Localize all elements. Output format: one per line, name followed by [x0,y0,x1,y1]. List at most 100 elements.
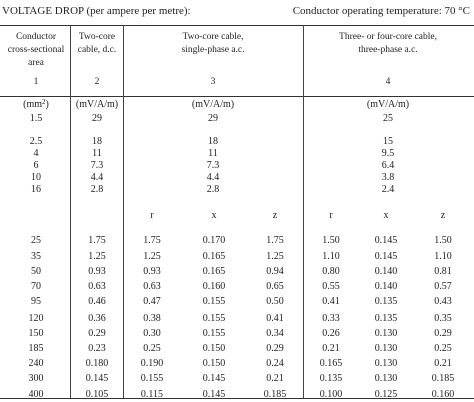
z1-cell: 0.21 [266,373,284,384]
r2-cell: 0.135 [319,373,343,384]
x1-cell: 0.145 [202,389,226,400]
x2-cell: 0.135 [374,296,398,307]
x1-cell: 0.165 [202,251,226,262]
z2-cell: 0.57 [434,281,452,292]
z2-cell: 0.185 [431,373,455,384]
x1-cell: 0.165 [202,266,226,277]
x2-cell: 0.135 [374,313,398,324]
bottom-rule [0,398,474,399]
dc-cell: 7.3 [90,160,104,171]
subheader-x2: x [383,210,389,221]
z1-cell: 1.75 [266,235,284,246]
r1-cell: 0.155 [140,373,164,384]
z1-cell: 0.185 [263,389,287,400]
dc-cell: 0.23 [88,343,106,354]
subheader-z1: z [272,210,278,221]
area-cell: 70 [31,281,41,292]
dc-cell: 11 [92,148,102,159]
column-divider-1 [70,25,71,398]
dc-cell: 0.180 [85,358,109,369]
r2-cell: 0.80 [322,266,340,277]
z2-cell: 1.10 [434,251,452,262]
z1-cell: 0.24 [266,358,284,369]
x2-cell: 0.130 [374,343,398,354]
area-cell: 185 [28,343,44,354]
r1-cell: 0.115 [140,389,164,400]
header-rule [0,96,474,97]
unit-area-base: (mm [23,99,43,110]
dc-cell: 4.4 [90,172,104,183]
r2-cell: 0.165 [319,358,343,369]
area-cell: 1.5 [29,113,43,124]
area-cell: 240 [28,358,44,369]
area-cell: 400 [28,389,44,400]
z1-cell: 0.94 [266,266,284,277]
dc-cell: 0.63 [88,281,106,292]
r2-cell: 1.10 [322,251,340,262]
x1-cell: 0.145 [202,373,226,384]
area-cell: 25 [31,235,41,246]
area-cell: 300 [28,373,44,384]
single-phase-cell: 11 [208,148,218,159]
single-phase-cell: 18 [208,136,218,147]
three-phase-cell: 2.4 [381,184,395,195]
dc-cell: 18 [92,136,102,147]
dc-cell: 1.75 [88,235,106,246]
area-cell: 16 [31,184,41,195]
r1-cell: 0.47 [143,296,161,307]
r1-cell: 0.30 [143,328,161,339]
x2-cell: 0.145 [374,251,398,262]
z1-cell: 0.41 [266,313,284,324]
dc-cell: 0.93 [88,266,106,277]
area-cell: 6 [33,160,39,171]
r1-cell: 0.25 [143,343,161,354]
dc-cell: 0.145 [85,373,109,384]
column-number: 3 [210,77,216,87]
r1-cell: 0.63 [143,281,161,292]
unit-three-phase: (mV/A/m) [366,99,410,110]
r2-cell: 0.26 [322,328,340,339]
three-phase-cell: 9.5 [381,148,395,159]
column-header-line: three-phase a.c. [358,45,418,55]
operating-temperature: Conductor operating temperature: 70 °C [292,5,470,17]
three-phase-cell: 3.8 [381,172,395,183]
dc-cell: 29 [92,113,102,124]
x2-cell: 0.140 [374,281,398,292]
r1-cell: 1.25 [143,251,161,262]
column-header-line: single-phase a.c. [181,45,245,55]
column-header-line: cable, d.c. [77,45,117,55]
x1-cell: 0.150 [202,343,226,354]
r2-cell: 1.50 [322,235,340,246]
column-divider-2 [123,25,124,398]
z1-cell: 0.50 [266,296,284,307]
x1-cell: 0.155 [202,313,226,324]
z2-cell: 0.29 [434,328,452,339]
three-phase-cell: 6.4 [381,160,395,171]
column-header-line: Conductor [15,32,57,42]
three-phase-cell: 15 [383,136,393,147]
z1-cell: 1.25 [266,251,284,262]
column-number: 4 [385,77,391,87]
x2-cell: 0.125 [374,389,398,400]
r2-cell: 0.21 [322,343,340,354]
column-header-line: cross-sectional [7,45,65,55]
r2-cell: 0.41 [322,296,340,307]
unit-area-close: ) [45,99,49,110]
dc-cell: 1.25 [88,251,106,262]
z1-cell: 0.34 [266,328,284,339]
area-cell: 2.5 [29,136,43,147]
unit-dc: (mV/A/m) [75,99,119,110]
x1-cell: 0.155 [202,296,226,307]
x1-cell: 0.160 [202,281,226,292]
unit-area: (mm2) [23,98,49,110]
x2-cell: 0.140 [374,266,398,277]
x2-cell: 0.130 [374,358,398,369]
area-cell: 120 [28,313,44,324]
area-cell: 95 [31,296,41,307]
dc-cell: 2.8 [90,184,104,195]
unit-area-superscript: 2 [42,98,46,106]
top-rule [0,25,474,26]
column-number: 1 [33,77,39,87]
x1-cell: 0.170 [202,235,226,246]
column-header-line: area [28,58,44,68]
